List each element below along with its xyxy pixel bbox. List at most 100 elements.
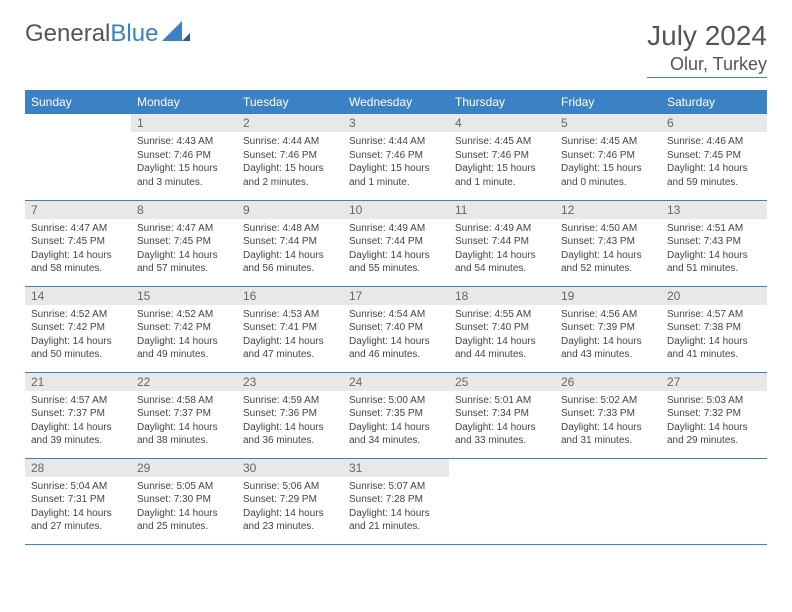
day-content: Sunrise: 4:45 AMSunset: 7:46 PMDaylight:… xyxy=(555,132,661,192)
calendar-day-cell: 11Sunrise: 4:49 AMSunset: 7:44 PMDayligh… xyxy=(449,200,555,286)
calendar-week-row: 14Sunrise: 4:52 AMSunset: 7:42 PMDayligh… xyxy=(25,286,767,372)
day-number: 14 xyxy=(25,287,131,305)
calendar-day-cell: 28Sunrise: 5:04 AMSunset: 7:31 PMDayligh… xyxy=(25,458,131,544)
day-content: Sunrise: 4:44 AMSunset: 7:46 PMDaylight:… xyxy=(237,132,343,192)
sunset-text: Sunset: 7:29 PM xyxy=(243,493,337,507)
calendar-table: Sunday Monday Tuesday Wednesday Thursday… xyxy=(25,90,767,545)
sunrise-text: Sunrise: 5:01 AM xyxy=(455,394,549,408)
calendar-day-cell: 25Sunrise: 5:01 AMSunset: 7:34 PMDayligh… xyxy=(449,372,555,458)
day-number: 19 xyxy=(555,287,661,305)
sunrise-text: Sunrise: 4:49 AM xyxy=(455,222,549,236)
month-year: July 2024 xyxy=(647,20,767,52)
calendar-day-cell: 30Sunrise: 5:06 AMSunset: 7:29 PMDayligh… xyxy=(237,458,343,544)
daylight-text: and 54 minutes. xyxy=(455,262,549,276)
sunset-text: Sunset: 7:30 PM xyxy=(137,493,231,507)
sunset-text: Sunset: 7:46 PM xyxy=(137,149,231,163)
location: Olur, Turkey xyxy=(647,54,767,78)
day-content: Sunrise: 5:00 AMSunset: 7:35 PMDaylight:… xyxy=(343,391,449,451)
sunset-text: Sunset: 7:34 PM xyxy=(455,407,549,421)
daylight-text: and 49 minutes. xyxy=(137,348,231,362)
day-content: Sunrise: 5:01 AMSunset: 7:34 PMDaylight:… xyxy=(449,391,555,451)
day-number: 7 xyxy=(25,201,131,219)
daylight-text: Daylight: 14 hours xyxy=(243,335,337,349)
calendar-day-cell xyxy=(25,114,131,200)
day-number: 20 xyxy=(661,287,767,305)
sunset-text: Sunset: 7:41 PM xyxy=(243,321,337,335)
day-number: 15 xyxy=(131,287,237,305)
calendar-day-cell: 31Sunrise: 5:07 AMSunset: 7:28 PMDayligh… xyxy=(343,458,449,544)
daylight-text: and 51 minutes. xyxy=(667,262,761,276)
daylight-text: and 41 minutes. xyxy=(667,348,761,362)
day-number: 4 xyxy=(449,114,555,132)
sunset-text: Sunset: 7:45 PM xyxy=(31,235,125,249)
calendar-day-cell: 22Sunrise: 4:58 AMSunset: 7:37 PMDayligh… xyxy=(131,372,237,458)
title-block: July 2024 Olur, Turkey xyxy=(647,20,767,78)
day-content: Sunrise: 4:59 AMSunset: 7:36 PMDaylight:… xyxy=(237,391,343,451)
day-number: 3 xyxy=(343,114,449,132)
daylight-text: Daylight: 14 hours xyxy=(561,249,655,263)
sunrise-text: Sunrise: 4:44 AM xyxy=(349,135,443,149)
day-header: Thursday xyxy=(449,90,555,114)
sunrise-text: Sunrise: 4:59 AM xyxy=(243,394,337,408)
day-content: Sunrise: 4:56 AMSunset: 7:39 PMDaylight:… xyxy=(555,305,661,365)
day-number: 25 xyxy=(449,373,555,391)
sunrise-text: Sunrise: 4:45 AM xyxy=(561,135,655,149)
daylight-text: Daylight: 14 hours xyxy=(349,507,443,521)
daylight-text: and 43 minutes. xyxy=(561,348,655,362)
calendar-day-cell: 8Sunrise: 4:47 AMSunset: 7:45 PMDaylight… xyxy=(131,200,237,286)
daylight-text: and 33 minutes. xyxy=(455,434,549,448)
day-header: Monday xyxy=(131,90,237,114)
day-content: Sunrise: 4:47 AMSunset: 7:45 PMDaylight:… xyxy=(25,219,131,279)
daylight-text: Daylight: 15 hours xyxy=(561,162,655,176)
sunrise-text: Sunrise: 5:06 AM xyxy=(243,480,337,494)
calendar-day-cell xyxy=(555,458,661,544)
sunrise-text: Sunrise: 4:53 AM xyxy=(243,308,337,322)
sunrise-text: Sunrise: 4:57 AM xyxy=(31,394,125,408)
day-header: Sunday xyxy=(25,90,131,114)
calendar-day-cell: 20Sunrise: 4:57 AMSunset: 7:38 PMDayligh… xyxy=(661,286,767,372)
day-number: 11 xyxy=(449,201,555,219)
sunrise-text: Sunrise: 4:56 AM xyxy=(561,308,655,322)
sunset-text: Sunset: 7:33 PM xyxy=(561,407,655,421)
daylight-text: Daylight: 14 hours xyxy=(561,421,655,435)
daylight-text: Daylight: 14 hours xyxy=(561,335,655,349)
daylight-text: and 31 minutes. xyxy=(561,434,655,448)
day-number: 31 xyxy=(343,459,449,477)
calendar-day-cell: 6Sunrise: 4:46 AMSunset: 7:45 PMDaylight… xyxy=(661,114,767,200)
day-content: Sunrise: 4:52 AMSunset: 7:42 PMDaylight:… xyxy=(25,305,131,365)
sunset-text: Sunset: 7:46 PM xyxy=(349,149,443,163)
calendar-day-cell: 10Sunrise: 4:49 AMSunset: 7:44 PMDayligh… xyxy=(343,200,449,286)
day-number: 21 xyxy=(25,373,131,391)
sunrise-text: Sunrise: 5:00 AM xyxy=(349,394,443,408)
day-content: Sunrise: 4:44 AMSunset: 7:46 PMDaylight:… xyxy=(343,132,449,192)
daylight-text: and 50 minutes. xyxy=(31,348,125,362)
page-header: GeneralBlue July 2024 Olur, Turkey xyxy=(25,20,767,78)
daylight-text: Daylight: 14 hours xyxy=(667,249,761,263)
daylight-text: and 58 minutes. xyxy=(31,262,125,276)
sunset-text: Sunset: 7:31 PM xyxy=(31,493,125,507)
calendar-body: 1Sunrise: 4:43 AMSunset: 7:46 PMDaylight… xyxy=(25,114,767,544)
day-content: Sunrise: 4:58 AMSunset: 7:37 PMDaylight:… xyxy=(131,391,237,451)
day-content: Sunrise: 4:48 AMSunset: 7:44 PMDaylight:… xyxy=(237,219,343,279)
day-number: 17 xyxy=(343,287,449,305)
day-content: Sunrise: 4:49 AMSunset: 7:44 PMDaylight:… xyxy=(343,219,449,279)
day-content: Sunrise: 4:43 AMSunset: 7:46 PMDaylight:… xyxy=(131,132,237,192)
day-content: Sunrise: 4:45 AMSunset: 7:46 PMDaylight:… xyxy=(449,132,555,192)
calendar-day-cell: 21Sunrise: 4:57 AMSunset: 7:37 PMDayligh… xyxy=(25,372,131,458)
calendar-day-cell: 15Sunrise: 4:52 AMSunset: 7:42 PMDayligh… xyxy=(131,286,237,372)
daylight-text: and 29 minutes. xyxy=(667,434,761,448)
sunset-text: Sunset: 7:44 PM xyxy=(243,235,337,249)
daylight-text: Daylight: 14 hours xyxy=(137,249,231,263)
sunrise-text: Sunrise: 4:54 AM xyxy=(349,308,443,322)
calendar-day-cell: 17Sunrise: 4:54 AMSunset: 7:40 PMDayligh… xyxy=(343,286,449,372)
sunset-text: Sunset: 7:43 PM xyxy=(561,235,655,249)
calendar-week-row: 28Sunrise: 5:04 AMSunset: 7:31 PMDayligh… xyxy=(25,458,767,544)
daylight-text: and 38 minutes. xyxy=(137,434,231,448)
daylight-text: and 23 minutes. xyxy=(243,520,337,534)
sunrise-text: Sunrise: 4:46 AM xyxy=(667,135,761,149)
daylight-text: Daylight: 14 hours xyxy=(667,335,761,349)
calendar-day-cell: 29Sunrise: 5:05 AMSunset: 7:30 PMDayligh… xyxy=(131,458,237,544)
daylight-text: Daylight: 14 hours xyxy=(137,335,231,349)
sunset-text: Sunset: 7:44 PM xyxy=(455,235,549,249)
day-content: Sunrise: 4:57 AMSunset: 7:38 PMDaylight:… xyxy=(661,305,767,365)
